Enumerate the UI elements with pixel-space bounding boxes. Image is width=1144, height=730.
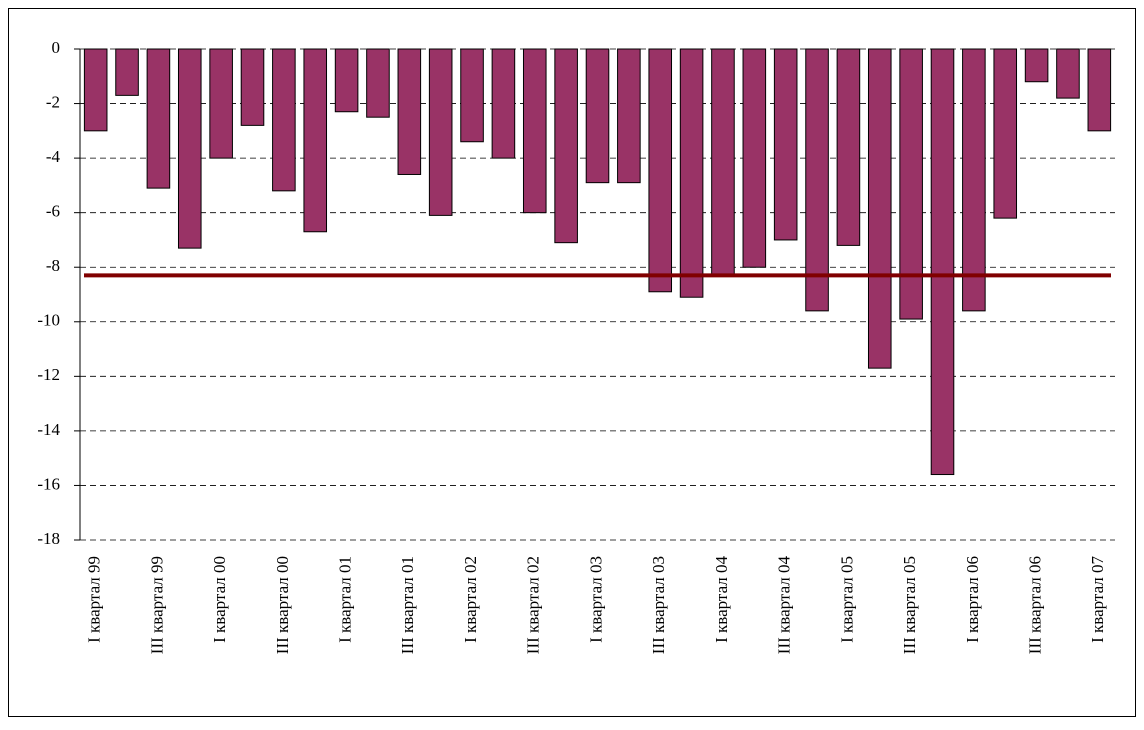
bar <box>240 48 265 126</box>
x-tick-label: III квартал 99 <box>147 556 166 654</box>
x-tick-label: I квартал 03 <box>586 556 605 643</box>
x-tick-label: I квартал 05 <box>837 556 856 643</box>
y-tick-label: -12 <box>37 365 60 384</box>
bar <box>1056 48 1080 99</box>
y-tick-label: -10 <box>37 311 60 330</box>
x-tick-label: III квартал 00 <box>273 556 292 654</box>
bar <box>648 48 673 293</box>
bar <box>899 48 923 320</box>
x-tick-label: III квартал 06 <box>1025 556 1044 654</box>
bar <box>83 48 108 132</box>
bar <box>491 48 516 159</box>
x-tick-label: I квартал 06 <box>963 556 982 643</box>
bar <box>397 48 422 175</box>
x-tick-label: I квартал 02 <box>461 556 480 643</box>
y-tick-label: -16 <box>37 474 60 493</box>
y-tick-label: -6 <box>46 202 60 221</box>
x-tick-label: I квартал 00 <box>210 556 229 643</box>
bar <box>805 48 829 312</box>
bar <box>617 48 641 184</box>
bar <box>962 48 986 312</box>
y-tick-label: -8 <box>46 256 60 275</box>
bar <box>711 48 735 276</box>
x-tick-label: I квартал 04 <box>712 556 731 643</box>
x-tick-label: III квартал 03 <box>649 556 668 654</box>
bar <box>836 48 861 246</box>
bar <box>460 48 484 143</box>
bar <box>773 48 798 241</box>
x-tick-label: I квартал 99 <box>85 556 104 643</box>
y-tick-label: -2 <box>46 92 60 111</box>
x-tick-label: I квартал 07 <box>1088 556 1107 643</box>
x-tick-label: III квартал 02 <box>524 556 543 654</box>
bar <box>272 48 296 192</box>
y-tick-label: 0 <box>52 38 61 57</box>
bar <box>679 48 704 298</box>
bar <box>366 48 390 118</box>
x-tick-label: III квартал 04 <box>775 556 794 655</box>
bar <box>930 48 955 476</box>
x-tick-label: I квартал 01 <box>335 556 354 643</box>
x-tick-label: III квартал 05 <box>900 556 919 654</box>
bar <box>146 48 171 189</box>
bar <box>334 48 359 113</box>
bar <box>585 48 610 184</box>
bar <box>554 48 578 244</box>
bar <box>867 48 892 369</box>
y-tick-label: -4 <box>46 147 61 166</box>
y-tick-label: -14 <box>37 420 60 439</box>
bar <box>209 48 233 159</box>
bar <box>1024 48 1049 83</box>
y-tick-label: -18 <box>37 529 60 548</box>
bar <box>428 48 453 216</box>
bar <box>177 48 202 249</box>
bar <box>522 48 547 214</box>
bar <box>115 48 139 96</box>
x-tick-label: III квартал 01 <box>398 556 417 654</box>
bar <box>1087 48 1112 132</box>
bar <box>742 48 767 268</box>
bar <box>993 48 1018 219</box>
bar <box>303 48 328 233</box>
